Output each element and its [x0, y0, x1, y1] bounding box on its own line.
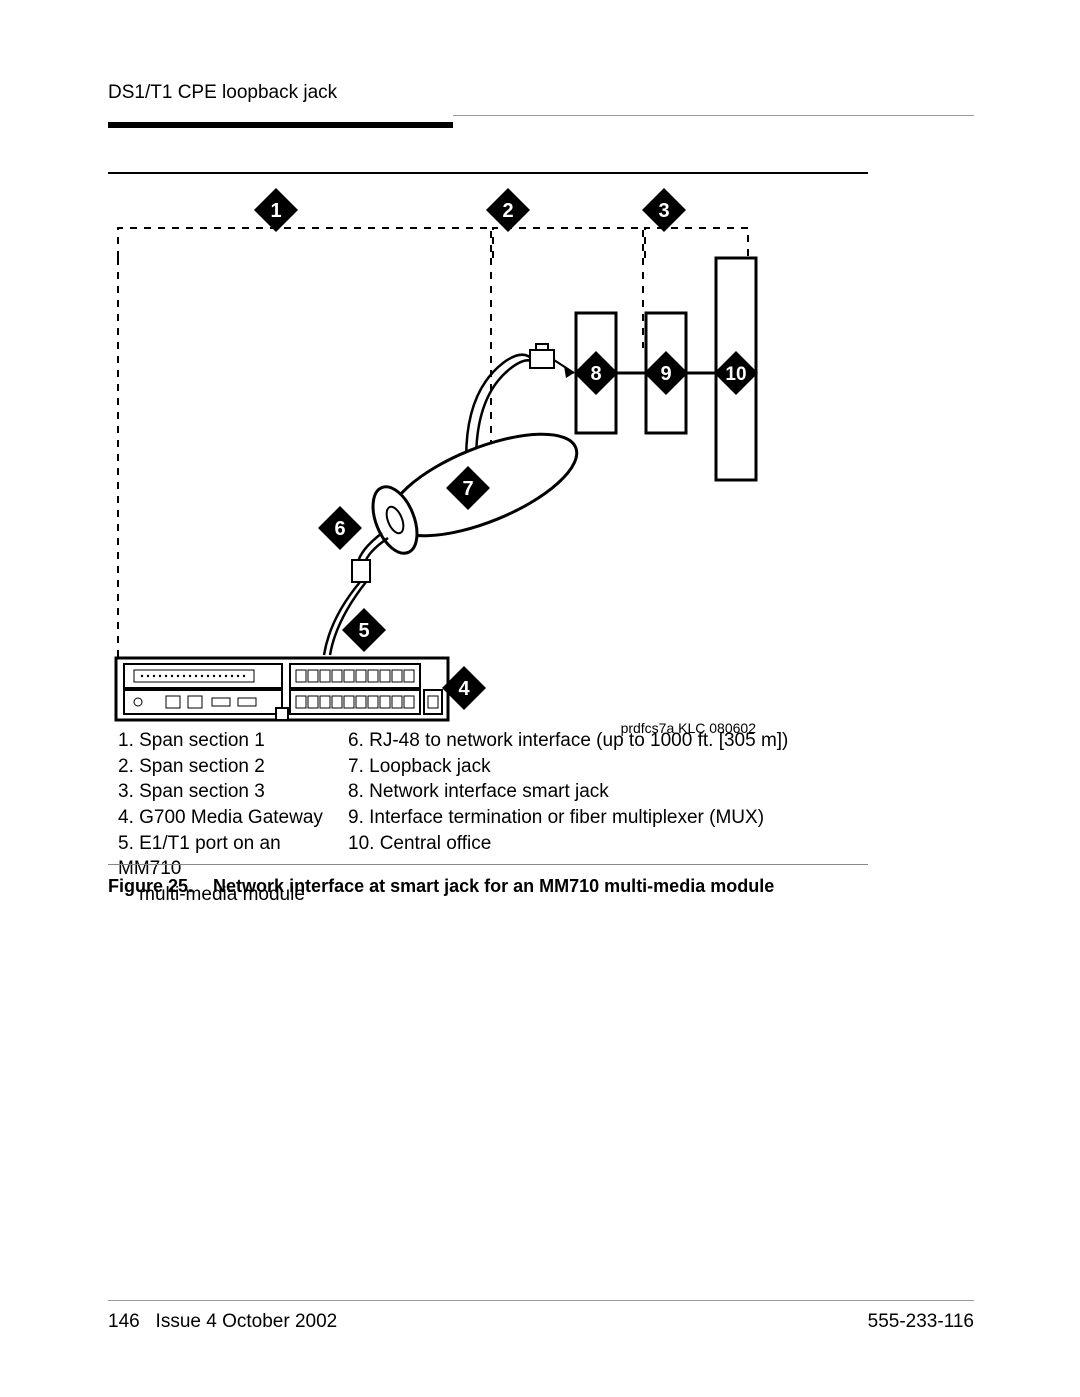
callout-3: 3	[642, 188, 686, 232]
legend-item: 9. Interface termination or fiber multip…	[348, 805, 868, 831]
header-title: DS1/T1 CPE loopback jack	[108, 82, 974, 104]
callout-6: 6	[318, 506, 362, 550]
svg-text:4: 4	[458, 678, 470, 700]
svg-text:9: 9	[660, 363, 671, 385]
page-header: DS1/T1 CPE loopback jack	[108, 82, 974, 133]
callout-1: 1	[254, 188, 298, 232]
legend-item: 6. RJ-48 to network interface (up to 100…	[348, 728, 868, 754]
page-number: 146	[108, 1311, 140, 1332]
figure-bottom-rule	[108, 864, 868, 865]
svg-text:5: 5	[358, 620, 369, 642]
legend-item: 7. Loopback jack	[348, 754, 868, 780]
svg-text:3: 3	[658, 200, 669, 222]
legend-item: 3. Span section 3	[118, 779, 348, 805]
svg-text:6: 6	[334, 518, 345, 540]
svg-text:10: 10	[725, 364, 746, 385]
caption-text: Network interface at smart jack for an M…	[213, 876, 774, 896]
svg-text:8: 8	[590, 363, 601, 385]
doc-number: 555-233-116	[868, 1311, 974, 1333]
legend-item: 5. E1/T1 port on an MM710	[118, 831, 348, 882]
svg-text:1: 1	[270, 200, 281, 222]
callout-5: 5	[342, 608, 386, 652]
legend-item: 4. G700 Media Gateway	[118, 805, 348, 831]
legend-item: 2. Span section 2	[118, 754, 348, 780]
network-diagram: 1 2 3 8 9 10	[108, 188, 868, 758]
svg-text:2: 2	[502, 200, 513, 222]
legend-item: 10. Central office	[348, 831, 868, 882]
figure-top-rule	[108, 172, 868, 174]
figure-container: 1 2 3 8 9 10	[108, 172, 868, 763]
issue-text: Issue 4 October 2002	[156, 1311, 338, 1332]
callout-2: 2	[486, 188, 530, 232]
caption-label: Figure 25.	[108, 876, 193, 896]
legend-item: 8. Network interface smart jack	[348, 779, 868, 805]
page-footer: 146 Issue 4 October 2002 555-233-116	[108, 1300, 974, 1333]
svg-text:7: 7	[462, 478, 473, 500]
legend-item: 1. Span section 1	[118, 728, 348, 754]
figure-caption: Figure 25. Network interface at smart ja…	[108, 876, 774, 897]
gateway-chassis	[116, 658, 448, 720]
